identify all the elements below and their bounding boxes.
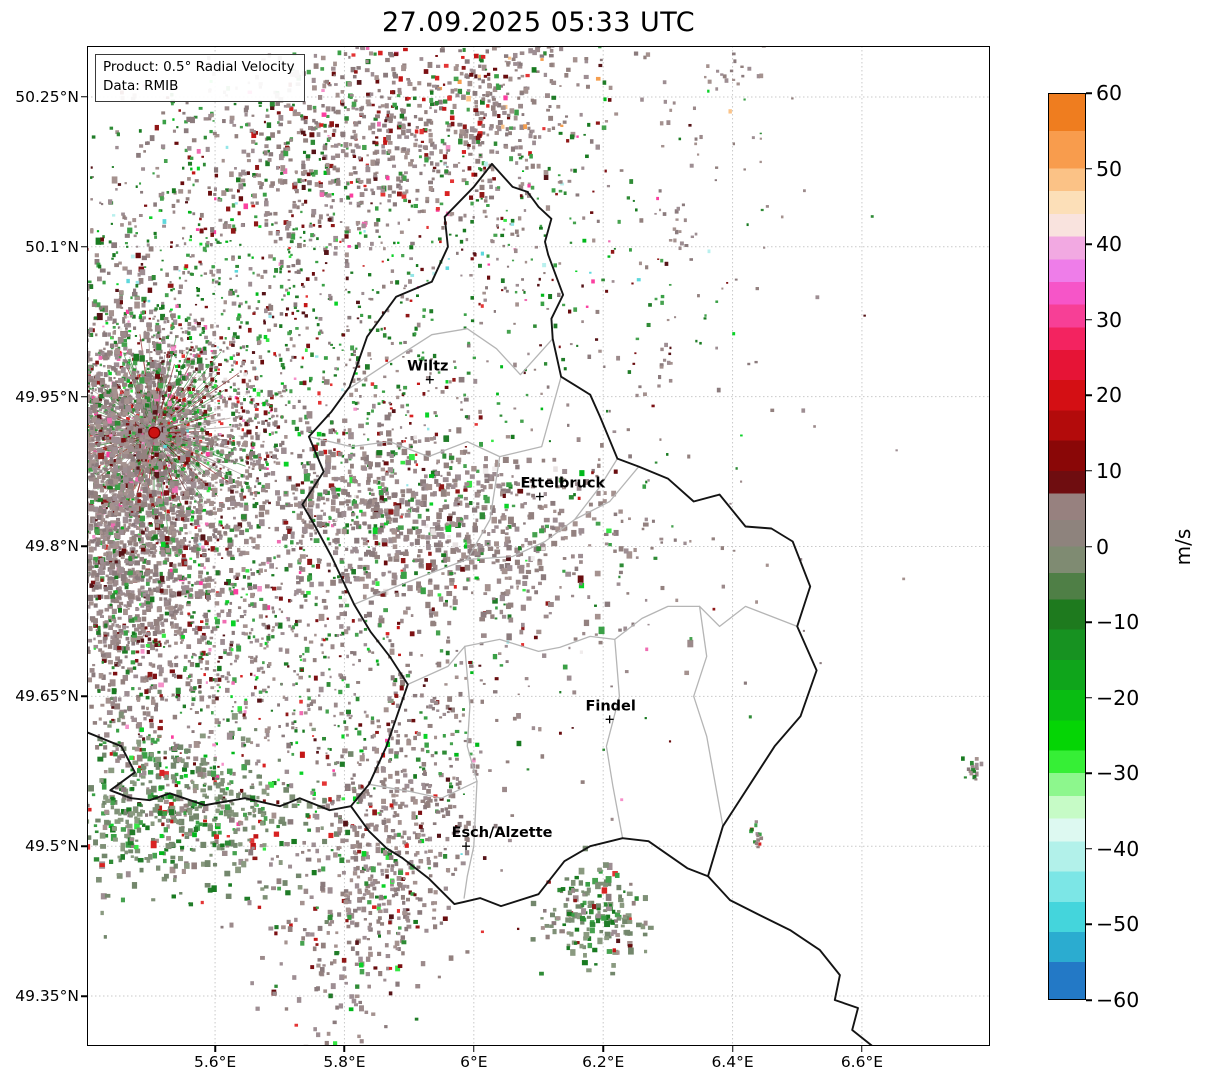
- y-tick-mark: [81, 246, 87, 248]
- radar-site-marker: [148, 426, 161, 439]
- x-tick-mark: [214, 1046, 216, 1052]
- colorbar-gradient: [1048, 93, 1086, 1000]
- colorbar-tick-label-6: 0: [1096, 534, 1110, 559]
- country-border-1: [707, 875, 874, 1046]
- colorbar-tick-label-10: −40: [1096, 836, 1140, 861]
- colorbar-tick-label-12: −60: [1096, 988, 1140, 1012]
- colorbar-tick-label-1: 50: [1096, 156, 1123, 181]
- luxembourg-border: [301, 162, 818, 908]
- colorbar-tick-mark: [1086, 848, 1092, 850]
- map-plot: Wiltz Ettelbruck Findel Esch/Alzette Produc…: [87, 46, 990, 1046]
- colorbar-tick-mark: [1086, 923, 1092, 926]
- canton-border-6: [463, 645, 478, 899]
- city-label: Findel: [585, 698, 635, 714]
- colorbar-tick-label-4: 20: [1096, 383, 1123, 408]
- y-tick-label-0: 50.25°N: [15, 87, 79, 106]
- colorbar-tick-label-7: −10: [1096, 610, 1140, 635]
- city-marker-wiltz: Wiltz: [407, 359, 448, 384]
- colorbar-tick-label-5: 10: [1096, 458, 1123, 483]
- colorbar-unit-label: m/s: [1171, 528, 1195, 566]
- canton-border-3: [466, 465, 640, 561]
- canton-border-5: [407, 605, 798, 686]
- y-tick-mark: [81, 96, 87, 98]
- colorbar-tick-mark: [1086, 999, 1092, 1001]
- x-tick-label-1: 5.8°E: [323, 1053, 366, 1071]
- y-tick-label-6: 49.35°N: [15, 987, 79, 1006]
- product-info-box: Product: 0.5° Radial Velocity Data: RMIB: [95, 54, 305, 103]
- colorbar-tick-mark: [1086, 545, 1092, 548]
- x-tick-label-5: 6.6°E: [840, 1053, 884, 1071]
- page-title: 27.09.2025 05:33 UTC: [381, 7, 696, 38]
- city-label: Esch/Alzette: [452, 825, 553, 841]
- colorbar-tick-mark: [1086, 470, 1092, 472]
- colorbar-tick-mark: [1086, 167, 1092, 170]
- y-tick-mark: [81, 995, 87, 997]
- product-line: Product: 0.5° Radial Velocity: [103, 59, 295, 75]
- colorbar-tick-label-3: 30: [1096, 307, 1123, 332]
- y-tick-label-5: 49.5°N: [25, 837, 79, 856]
- y-tick-label-1: 50.1°N: [25, 237, 79, 256]
- y-tick-label-3: 49.8°N: [25, 537, 79, 556]
- canton-border-8: [605, 638, 624, 839]
- colorbar-tick-mark: [1086, 621, 1092, 623]
- canton-border-9: [693, 605, 724, 827]
- canton-border-2: [353, 455, 501, 606]
- x-tick-label-4: 6.4°E: [711, 1053, 754, 1071]
- colorbar-tick-label-2: 40: [1096, 232, 1123, 257]
- colorbar-tick-mark: [1086, 394, 1092, 397]
- colorbar-tick-mark: [1086, 319, 1092, 321]
- data-source-line: Data: RMIB: [103, 78, 179, 95]
- borders-and-labels-layer: Wiltz Ettelbruck Findel Esch/Alzette: [87, 162, 874, 1046]
- colorbar-tick-mark: [1086, 772, 1092, 774]
- x-tick-mark: [473, 1046, 475, 1052]
- country-border-0: [87, 731, 352, 812]
- y-tick-mark: [81, 845, 87, 847]
- x-tick-mark: [731, 1046, 734, 1052]
- y-tick-mark: [81, 395, 87, 398]
- colorbar-tick-mark: [1086, 92, 1092, 94]
- canton-border-1: [308, 376, 562, 458]
- city-marker-findel: Findel: [585, 698, 636, 724]
- colorbar-tick-label-11: −50: [1096, 912, 1140, 937]
- city-marker-esch-alzette: Esch/Alzette: [452, 825, 553, 851]
- x-tick-label-2: 6°E: [460, 1053, 488, 1071]
- city-marker-ettelbruck: Ettelbruck: [520, 476, 605, 501]
- y-tick-mark: [81, 545, 87, 548]
- canton-border-4: [574, 457, 619, 521]
- colorbar-tick-label-9: −30: [1096, 761, 1140, 786]
- y-tick-label-2: 49.95°N: [15, 387, 79, 406]
- x-tick-mark: [343, 1046, 346, 1052]
- city-label: Ettelbruck: [520, 476, 605, 492]
- colorbar-tick-mark: [1086, 243, 1092, 245]
- x-tick-label-3: 6.2°E: [582, 1053, 625, 1071]
- y-tick-mark: [81, 695, 87, 698]
- colorbar-tick-label-8: −20: [1096, 685, 1140, 710]
- colorbar-tick-label-0: 60: [1096, 81, 1123, 105]
- canton-border-7: [368, 780, 478, 799]
- y-tick-label-4: 49.65°N: [15, 687, 79, 706]
- x-tick-mark: [861, 1046, 863, 1052]
- colorbar-tick-mark: [1086, 696, 1092, 699]
- canton-border-0: [343, 328, 554, 393]
- colorbar: [1048, 93, 1086, 1000]
- city-label: Wiltz: [407, 359, 448, 375]
- radar-echo-layer: [87, 46, 990, 1046]
- x-tick-label-0: 5.6°E: [193, 1053, 237, 1071]
- x-tick-mark: [602, 1046, 604, 1052]
